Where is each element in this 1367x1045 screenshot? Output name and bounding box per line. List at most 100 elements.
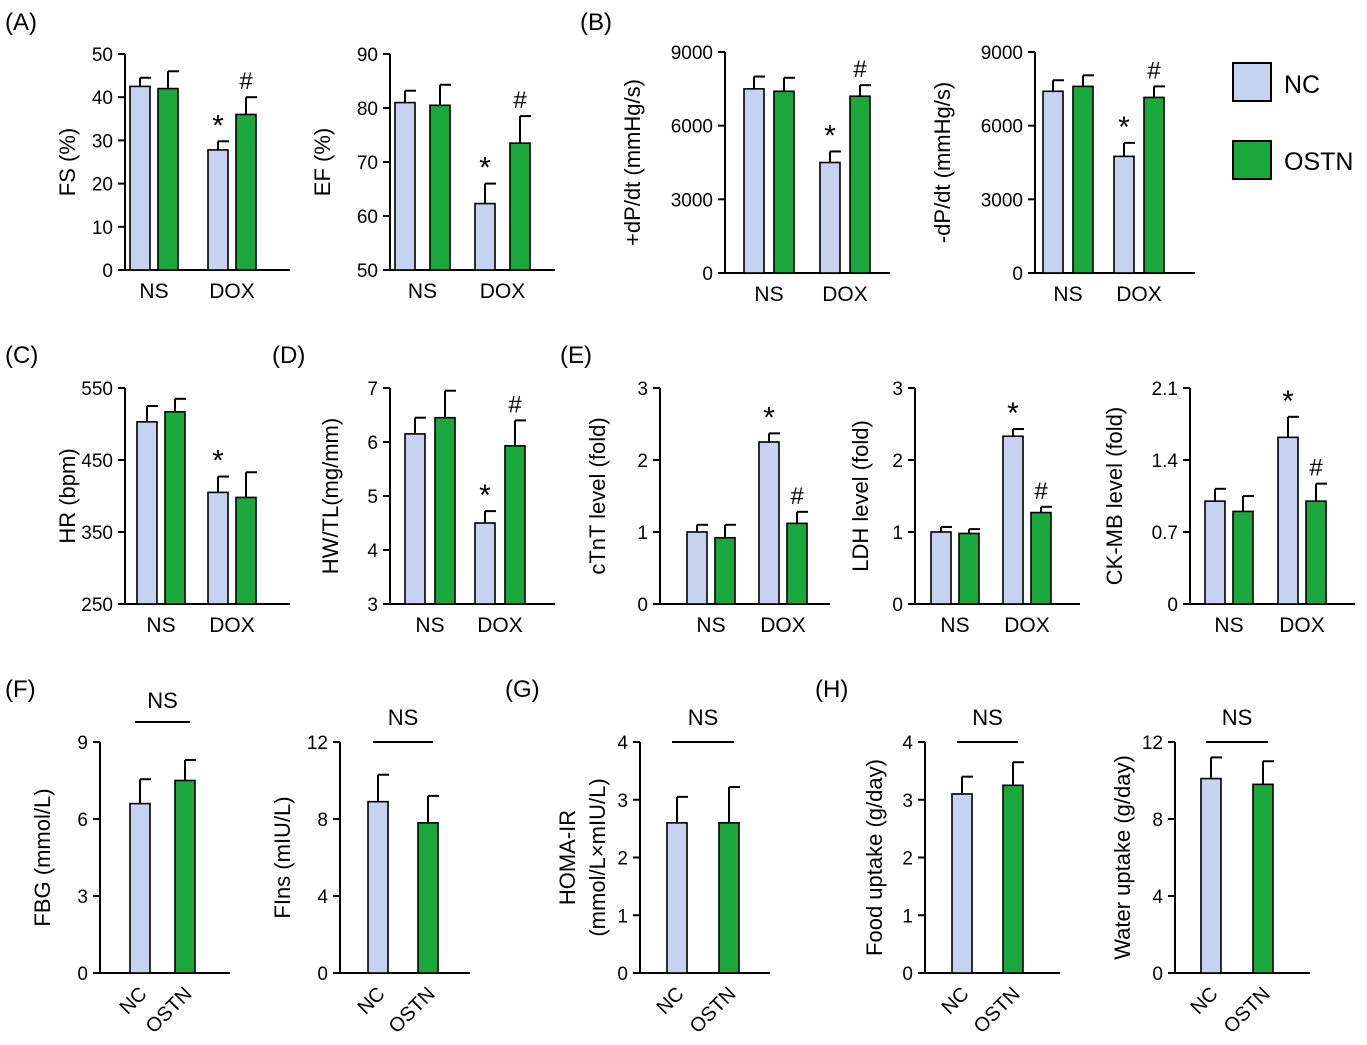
y-tick-label: 1 [892,523,903,544]
significance-mark: # [1034,478,1048,505]
bar-ostn-dox [235,113,257,271]
legend-label-nc: NC [1284,71,1320,99]
significance-mark: # [1309,455,1323,482]
bar-nc-dox [819,161,841,274]
y-tick-label: 350 [81,523,113,544]
y-tick-label: 6 [77,810,88,831]
bar-nc-dox [1277,436,1299,605]
y-tick-label: 4 [367,541,378,562]
bar-nc [666,822,688,974]
y-tick-label: 0 [892,595,903,616]
y-axis-label: HW/TL(mg/mm) [318,418,343,574]
bar-ostn-ns [714,536,736,605]
bar-nc-ns [1042,90,1064,274]
y-tick-label: 8 [1152,810,1163,831]
chart-b2: 0 3000 6000 9000 -dP/dt (mmHg/s) NS * # DOX [930,43,1195,306]
significance-label: NS [688,705,719,730]
x-tick-label: NS [408,280,437,303]
significance-mark: * [824,119,836,152]
bar-ostn-dox [786,522,808,605]
y-axis-label: Food uptake (g/day) [862,759,887,956]
y-tick-label: 12 [307,733,328,754]
y-tick-label: 50 [92,45,113,66]
y-tick-label: 4 [1152,887,1163,908]
y-tick-label: 1 [617,906,628,927]
bar-nc-dox [207,491,229,605]
bar-nc-ns [404,433,426,605]
bar-ostn-ns [958,532,980,605]
y-tick-label: 80 [357,99,378,120]
y-tick-label: 0 [1012,264,1023,285]
chart-a2: 50 60 70 80 90 EF (%) NS * # DOX [310,45,555,303]
y-tick-label: 4 [902,733,913,754]
x-tick-label: NS [415,614,444,637]
bar-ostn-dox [1030,511,1052,605]
significance-mark: # [513,87,527,114]
bar-ostn-ns [434,416,456,605]
significance-mark: * [212,445,224,478]
y-tick-label: 30 [92,131,113,152]
bar-ostn-dox [1143,96,1165,274]
x-tick-label: DOX [209,280,255,303]
x-tick-label: OSTN [970,983,1025,1038]
y-tick-label: 2 [617,849,628,870]
x-tick-label: NC [354,983,390,1019]
bar-nc-dox [474,522,496,605]
x-tick-label: DOX [1116,283,1162,306]
bar-nc-ns [1204,500,1226,605]
bar-ostn-ns [164,410,186,605]
bar-ostn-ns [157,87,179,271]
y-axis-label: CK-MB level (fold) [1102,407,1127,585]
bar-nc [367,800,389,974]
x-tick-label: NS [940,614,969,637]
bar-ostn-dox [504,444,526,605]
y-tick-label: 0 [77,964,88,985]
y-tick-label: 0.7 [1152,523,1178,544]
y-tick-label: 450 [81,451,113,472]
x-tick-label: DOX [480,280,526,303]
y-tick-label: 550 [81,379,113,400]
y-tick-label: 0 [902,964,913,985]
x-tick-label: OSTN [385,983,440,1038]
bar-nc-dox [758,441,780,605]
bar-nc-ns [686,531,708,605]
y-axis-label: FIns (mIU/L) [270,796,295,918]
y-tick-label: 0 [637,595,648,616]
y-tick-label: 20 [92,175,113,196]
x-tick-label: NS [139,280,168,303]
x-tick-label: OSTN [1220,983,1275,1038]
chart-e1: 0 1 2 3 cTnT level (fold) NS * # DOX [585,379,830,637]
bar-nc-ns [136,421,158,605]
bar-ostn [1002,784,1024,974]
y-axis-label: LDH level (fold) [848,420,873,572]
significance-mark: * [479,152,491,185]
y-tick-label: 9 [77,733,88,754]
legend-swatch-ostn [1232,140,1272,180]
chart-a1: 0 10 20 30 40 50 FS (%) NS * # DOX [55,45,290,303]
y-tick-label: 0 [617,964,628,985]
chart-e3: 0 0.7 1.4 2.1 CK-MB level (fold) NS * # DOX [1102,379,1355,637]
y-tick-label: 10 [92,218,113,239]
x-tick-label: NC [653,983,689,1019]
y-tick-label: 3 [902,791,913,812]
x-tick-label: NS [754,283,783,306]
bar-nc [1200,777,1222,974]
legend-label-ostn: OSTN [1284,148,1353,176]
panel-label-f: (F) [5,676,36,703]
y-axis-label: -dP/dt (mmHg/s) [930,82,955,243]
y-axis-label: FBG (mmol/L) [30,788,55,926]
bar-ostn-ns [773,90,795,274]
bar-ostn-ns [429,104,451,271]
x-tick-label: DOX [1279,614,1325,637]
significance-mark: # [239,68,253,95]
x-tick-label: DOX [477,614,523,637]
y-tick-label: 5 [367,487,378,508]
bar-ostn-ns [1232,510,1254,605]
bar-nc-dox [474,202,496,271]
bar-ostn-dox [235,496,257,605]
y-tick-label: 250 [81,595,113,616]
x-tick-label: NS [146,614,175,637]
significance-label: NS [972,705,1003,730]
